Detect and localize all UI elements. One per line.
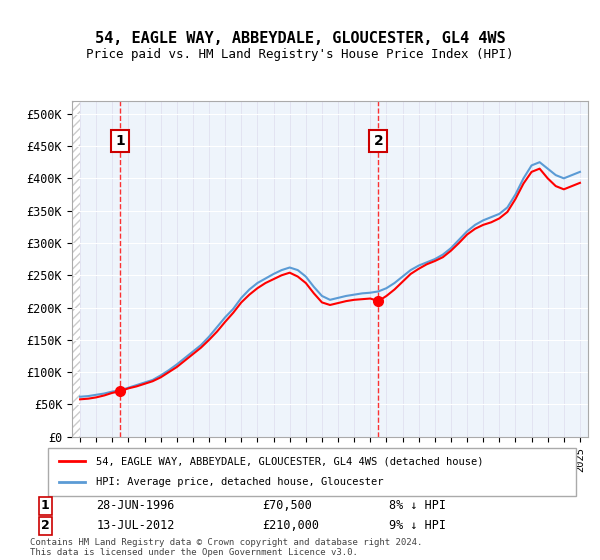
Text: 28-JUN-1996: 28-JUN-1996: [96, 500, 175, 512]
Text: 1: 1: [115, 134, 125, 148]
Text: 9% ↓ HPI: 9% ↓ HPI: [389, 519, 446, 532]
Text: HPI: Average price, detached house, Gloucester: HPI: Average price, detached house, Glou…: [95, 477, 383, 487]
Text: £210,000: £210,000: [262, 519, 319, 532]
Text: 54, EAGLE WAY, ABBEYDALE, GLOUCESTER, GL4 4WS (detached house): 54, EAGLE WAY, ABBEYDALE, GLOUCESTER, GL…: [95, 456, 483, 466]
Text: 54, EAGLE WAY, ABBEYDALE, GLOUCESTER, GL4 4WS: 54, EAGLE WAY, ABBEYDALE, GLOUCESTER, GL…: [95, 31, 505, 46]
Text: 2: 2: [373, 134, 383, 148]
Bar: [72, 101, 80, 437]
Text: 8% ↓ HPI: 8% ↓ HPI: [389, 500, 446, 512]
Text: Contains HM Land Registry data © Crown copyright and database right 2024.
This d: Contains HM Land Registry data © Crown c…: [30, 538, 422, 557]
Text: Price paid vs. HM Land Registry's House Price Index (HPI): Price paid vs. HM Land Registry's House …: [86, 48, 514, 60]
Text: 2: 2: [41, 519, 50, 532]
FancyBboxPatch shape: [48, 448, 576, 496]
Text: £70,500: £70,500: [262, 500, 312, 512]
Text: 13-JUL-2012: 13-JUL-2012: [96, 519, 175, 532]
Text: 1: 1: [41, 500, 50, 512]
